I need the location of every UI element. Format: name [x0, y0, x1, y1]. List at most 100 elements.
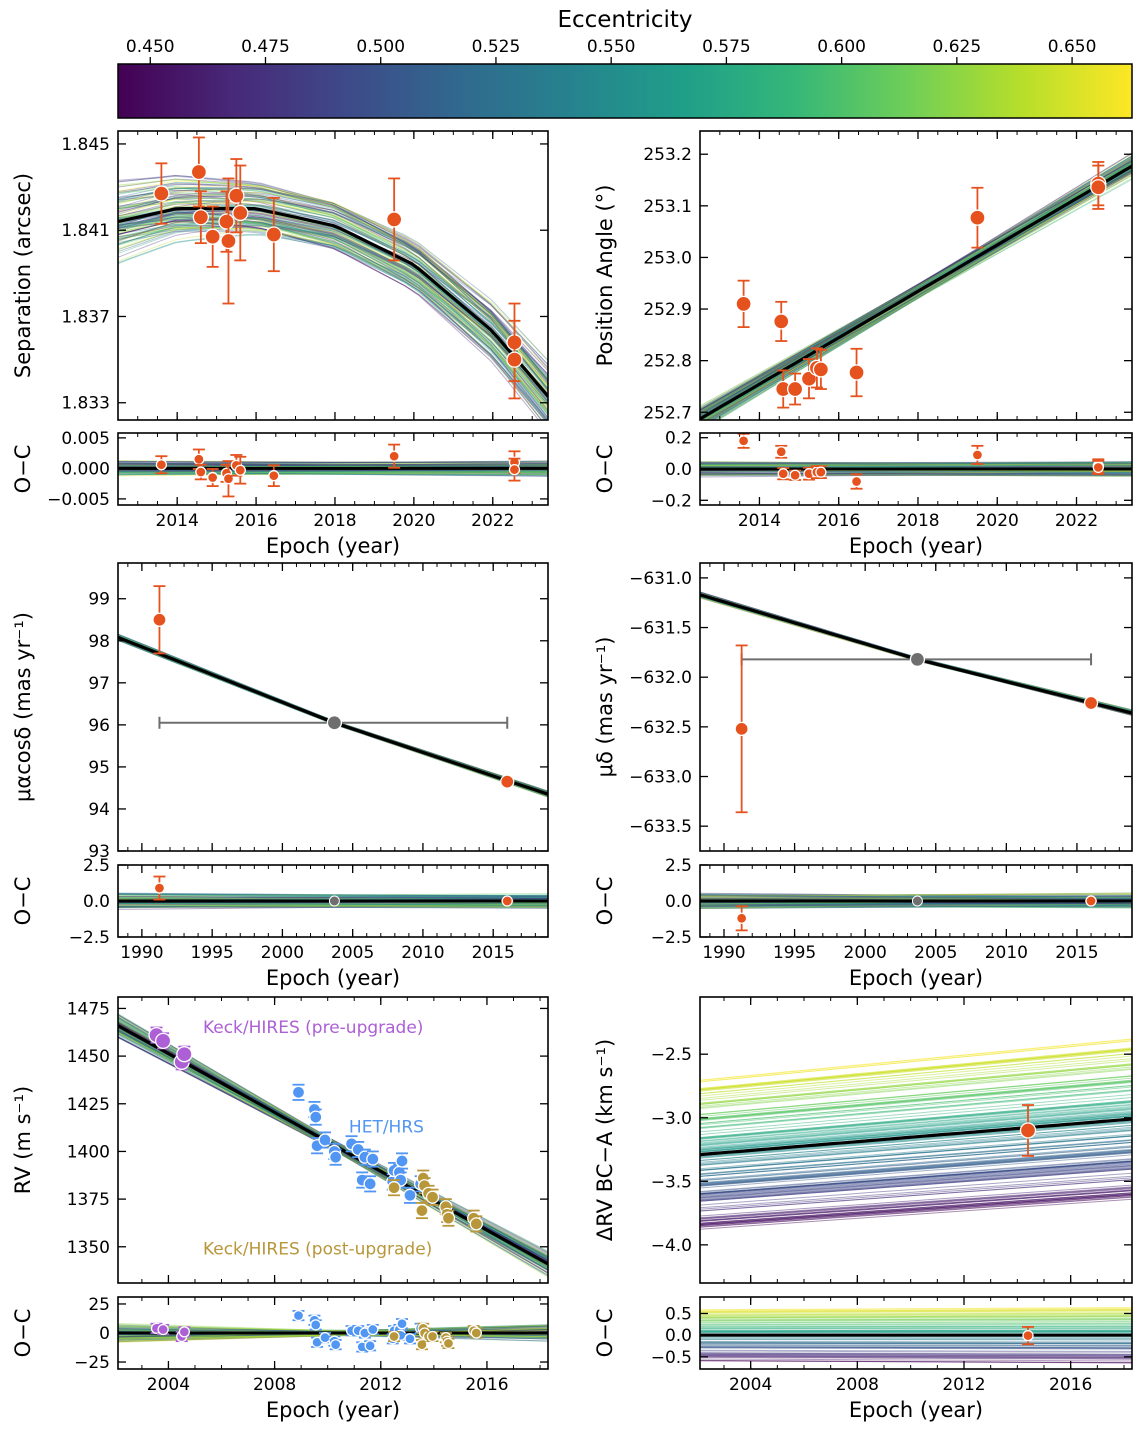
- residual-draw: [700, 462, 1132, 467]
- orbit-draw: [118, 217, 548, 416]
- orbit-draw: [700, 1146, 1132, 1181]
- instrument-label: HET/HRS: [349, 1117, 424, 1137]
- orbit-draw: [700, 1075, 1132, 1115]
- orbit-draw: [700, 1149, 1132, 1185]
- orbit-draw: [700, 1104, 1132, 1143]
- orbit-draw: [700, 1080, 1132, 1120]
- orbit-draw: [700, 1135, 1132, 1171]
- orbit-draw: [700, 1081, 1132, 1121]
- main-plot-separation: 1.845 1.841 1.837 1.833 Separation (arcsec): [11, 130, 549, 421]
- residual-draw: [700, 1315, 1132, 1318]
- x-tick-label: 2005: [914, 943, 957, 963]
- orbit-draw: [700, 1097, 1132, 1136]
- orbit-draw: [700, 1101, 1132, 1139]
- orbit-draw: [118, 201, 548, 397]
- orbit-draw: [118, 197, 548, 365]
- orbit-draw: [118, 216, 548, 420]
- residual-draw: [700, 470, 1132, 475]
- orbit-draw: [706, 169, 1132, 420]
- rv-residual-point: [396, 1318, 408, 1330]
- rv-point: [291, 1085, 306, 1099]
- orbit-draw: [700, 1130, 1132, 1166]
- orbit-draw: [118, 187, 548, 379]
- orbit-draw: [700, 153, 1132, 420]
- residual-draw: [118, 461, 548, 464]
- orbit-draw: [700, 1148, 1132, 1184]
- residual-draw: [118, 462, 548, 468]
- residual-draw: [118, 893, 548, 897]
- orbit-draw: [700, 1187, 1132, 1220]
- orbit-draw: [118, 221, 548, 399]
- residual-y-label: O−C: [11, 877, 35, 926]
- orbit-draw: [118, 207, 548, 396]
- orbit-draw: [700, 1129, 1132, 1166]
- colorbar-gradient-bar: [117, 63, 1133, 119]
- orbit-draw: [700, 1113, 1132, 1151]
- rv-residual-point: [367, 1323, 379, 1336]
- residual-draw: [700, 1325, 1132, 1328]
- y-tick-label: 0.2: [665, 429, 692, 449]
- orbit-draw: [700, 1121, 1132, 1159]
- orbit-draw: [700, 165, 1132, 407]
- orbit-draw: [118, 217, 548, 420]
- orbit-draw: [700, 163, 1132, 409]
- orbit-draw: [118, 220, 548, 405]
- y-tick-label: 2.5: [83, 856, 110, 876]
- residual-draw: [700, 1342, 1132, 1345]
- residual-draw: [700, 462, 1132, 466]
- y-tick-label: −632.0: [629, 668, 692, 688]
- data-point: [1019, 1122, 1037, 1139]
- rv-residual-point: [364, 1340, 376, 1352]
- residual-draw: [118, 460, 548, 464]
- residual-draw: [118, 462, 548, 468]
- orbit-draw: [700, 1196, 1132, 1228]
- residual-draw: [700, 463, 1132, 466]
- residual-draw: [700, 1342, 1132, 1345]
- orbit-draw: [118, 189, 548, 382]
- residual-draw: [700, 1347, 1132, 1350]
- orbit-draw: [715, 167, 1132, 420]
- residual-draw: [700, 1342, 1132, 1345]
- data-point: [228, 187, 245, 204]
- rv-point: [366, 1152, 380, 1166]
- orbit-draw: [700, 160, 1132, 410]
- orbit-draw: [700, 1064, 1132, 1105]
- residual-draw: [700, 463, 1132, 466]
- orbit-draw: [714, 165, 1132, 420]
- orbit-draw: [118, 213, 548, 405]
- residual-draw: [118, 468, 548, 475]
- orbit-draw: [700, 1189, 1132, 1222]
- y-tick-label: 97: [88, 674, 110, 694]
- orbit-draw: [118, 200, 548, 399]
- y-tick-label: −0.5: [651, 1348, 692, 1368]
- residual-draw: [700, 1355, 1132, 1359]
- residual-point: [815, 466, 827, 478]
- residual-draw: [700, 1325, 1132, 1328]
- y-tick-label: 0.0: [665, 460, 692, 480]
- orbit-draw: [118, 226, 547, 420]
- orbit-draw: [700, 1151, 1132, 1186]
- orbit-draw: [700, 162, 1132, 417]
- orbit-draw: [705, 171, 1132, 420]
- residual-point: [735, 912, 748, 924]
- residual-draw: [700, 894, 1132, 897]
- orbit-draw: [118, 191, 548, 380]
- residual-draw: [118, 460, 548, 464]
- orbit-draw: [118, 227, 548, 397]
- residual-draw: [700, 463, 1132, 469]
- residual-draw: [700, 1322, 1132, 1325]
- residual-draw: [700, 1328, 1132, 1330]
- orbit-draw: [703, 175, 1132, 420]
- rv-point: [403, 1188, 417, 1202]
- orbit-draw: [118, 187, 548, 362]
- orbit-draw: [118, 221, 548, 402]
- residual-draw: [700, 892, 1132, 898]
- residual-draw: [118, 464, 548, 468]
- orbit-draw: [118, 197, 548, 382]
- y-axis-label: RV (m s⁻¹): [11, 1086, 35, 1194]
- orbit-draw: [700, 1124, 1132, 1161]
- orbit-draw: [700, 1060, 1132, 1101]
- colorbar-tick-label: 0.475: [241, 37, 290, 57]
